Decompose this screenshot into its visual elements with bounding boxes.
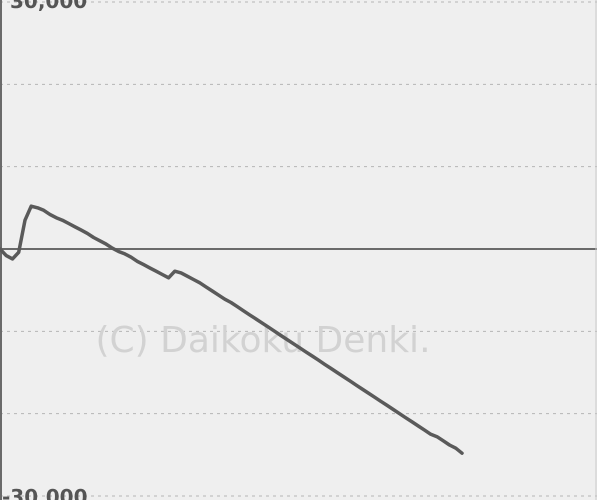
watermark: (C) Daikoku Denki. xyxy=(95,320,430,361)
y-tick-label-bottom: -30,000 xyxy=(2,485,87,500)
series-line xyxy=(0,204,464,455)
y-tick-label-top: 30,000 xyxy=(10,0,87,13)
series-lines xyxy=(0,204,464,455)
